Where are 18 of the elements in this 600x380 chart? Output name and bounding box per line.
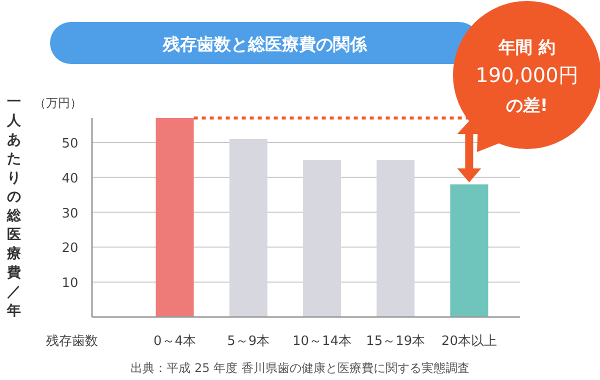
text: （万円） [34, 96, 82, 110]
y-axis-title: 一人あたりの総医療費／年 [7, 94, 21, 319]
chart-title: 残存歯数と総医療費の関係 [162, 35, 368, 55]
y-tick-label: 40 [62, 171, 78, 186]
y-tick-label: 10 [62, 276, 78, 292]
source-note: 出典：平成 25 年度 香川県歯の健康と医療費に関する実態調査 [130, 361, 470, 375]
y-tick-label: 50 [62, 136, 78, 152]
y-tick-label: 20 [62, 241, 78, 256]
x-tick-label: 15～19本 [366, 334, 426, 349]
x-tick-label: 20本以上 [441, 334, 497, 349]
x-axis-title: 残存歯数 [46, 334, 98, 349]
y-tick-label: 30 [62, 206, 78, 222]
x-tick-label: 5～9本 [227, 334, 270, 349]
text: 年間 約 [498, 38, 556, 58]
text: の差! [506, 96, 548, 116]
x-tick-label: 0～4本 [154, 334, 196, 349]
text: 190,000円 [476, 63, 578, 87]
x-tick-label: 10～14本 [292, 334, 352, 349]
